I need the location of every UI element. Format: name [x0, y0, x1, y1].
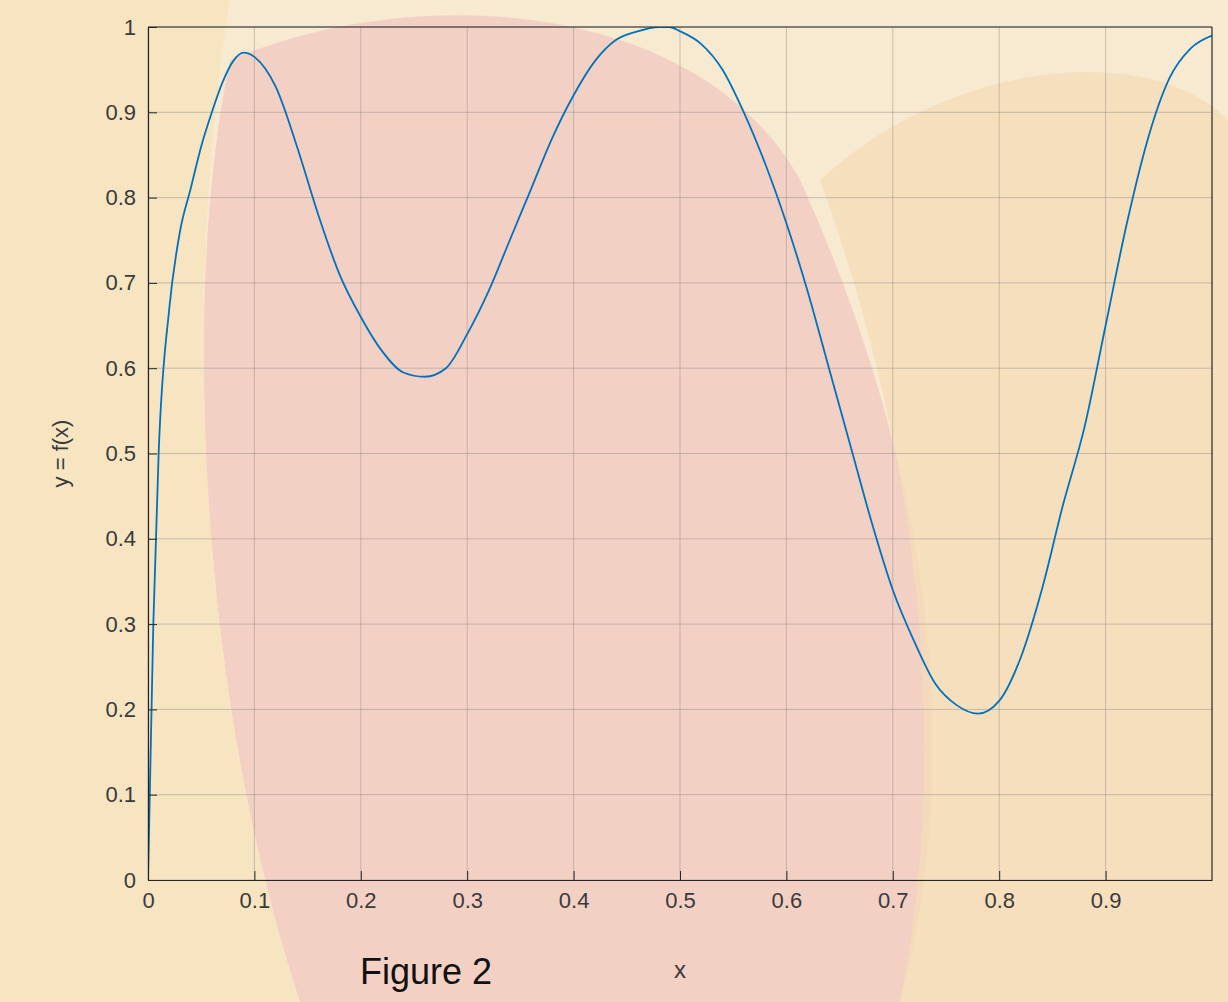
tick-mark [148, 27, 157, 28]
tick-mark [1106, 871, 1107, 880]
tick-mark [148, 795, 157, 796]
grid-line [148, 709, 1212, 710]
grid-line [148, 453, 1212, 454]
tick-label: 0.2 [105, 697, 136, 722]
tick: 0 [124, 868, 157, 893]
plot-area [148, 27, 1212, 880]
chart: 0 0.1 0.2 0.3 0.4 0.5 0.6 0.7 0.8 0.9 0 0.1 0.2 0.3 0.… [0, 0, 1228, 1002]
x-axis: 0 0.1 0.2 0.3 0.4 0.5 0.6 0.7 0.8 0.9 [142, 871, 1212, 913]
tick-label: 0.1 [240, 888, 271, 913]
tick-mark [893, 871, 894, 880]
grid-line [148, 794, 1212, 795]
y-axis-title: y = f(x) [48, 420, 73, 488]
tick-label: 0.9 [1091, 888, 1122, 913]
tick: 0.3 [105, 612, 157, 637]
grid-line [148, 112, 1212, 113]
tick-label: 0.3 [105, 612, 136, 637]
grid [148, 27, 1212, 880]
grid-line [148, 27, 1212, 28]
tick-mark [148, 112, 157, 113]
tick-label: 0.2 [346, 888, 377, 913]
tick-label: 1 [124, 15, 136, 40]
background-leaf [0, 0, 300, 1002]
tick-mark [148, 198, 157, 199]
tick-label: 0.3 [452, 888, 483, 913]
tick-mark [574, 871, 575, 880]
frame [1211, 27, 1212, 880]
background [0, 0, 1228, 1002]
x-axis-title: x [674, 956, 686, 983]
tick: 0.7 [878, 871, 909, 913]
tick-mark [467, 871, 468, 880]
tick-label: 0.4 [105, 526, 136, 551]
axis-line [149, 880, 1213, 881]
tick: 0.1 [105, 782, 157, 807]
y-axis: 0 0.1 0.2 0.3 0.4 0.5 0.6 0.7 0.8 0.9 1 [105, 15, 157, 893]
tick: 0.6 [772, 871, 803, 913]
tick-label: 0.6 [772, 888, 803, 913]
background-leaf [204, 15, 933, 1002]
tick-label: 0.8 [984, 888, 1015, 913]
background-leaf [820, 72, 1228, 1002]
tick-mark [786, 871, 787, 880]
tick: 0.5 [665, 871, 696, 913]
tick: 0.3 [452, 871, 483, 913]
tick-label: 0.9 [105, 100, 136, 125]
tick: 0.7 [105, 270, 157, 295]
tick-mark [148, 539, 157, 540]
tick: 0.5 [105, 441, 157, 466]
tick-label: 0.8 [105, 185, 136, 210]
data-line [148, 27, 1212, 880]
tick: 0.8 [984, 871, 1015, 913]
tick-label: 0.7 [878, 888, 909, 913]
grid-line [148, 282, 1212, 283]
tick-label: 0.6 [105, 356, 136, 381]
tick: 0.1 [240, 871, 271, 913]
tick: 0.6 [105, 356, 157, 381]
tick-label: 0 [124, 868, 136, 893]
tick-mark [254, 871, 255, 880]
grid-line [148, 197, 1212, 198]
frame [148, 26, 1212, 27]
tick-label: 0.5 [665, 888, 696, 913]
background-fill [0, 0, 1228, 1002]
tick-mark [148, 709, 157, 710]
tick: 0.2 [105, 697, 157, 722]
tick: 0.4 [105, 526, 157, 551]
grid-line [148, 368, 1212, 369]
tick-mark [148, 368, 157, 369]
tick-mark [999, 871, 1000, 880]
tick-label: 0.4 [559, 888, 590, 913]
tick-mark [148, 880, 157, 881]
tick-label: 0.1 [105, 782, 136, 807]
tick-mark [680, 871, 681, 880]
tick-label: 0.7 [105, 270, 136, 295]
tick-mark [361, 871, 362, 880]
tick: 0.8 [105, 185, 157, 210]
tick-mark [148, 624, 157, 625]
tick: 0.2 [346, 871, 377, 913]
tick: 0.4 [559, 871, 590, 913]
tick-mark [148, 454, 157, 455]
grid-line [148, 624, 1212, 625]
tick: 0.9 [1091, 871, 1122, 913]
tick: 0.9 [105, 100, 157, 125]
tick-mark [148, 283, 157, 284]
tick-label: 0 [142, 888, 154, 913]
tick-label: 0.5 [105, 441, 136, 466]
grid-line [148, 538, 1212, 539]
tick: 1 [124, 15, 157, 40]
annotation: Figure 2 [360, 951, 492, 992]
